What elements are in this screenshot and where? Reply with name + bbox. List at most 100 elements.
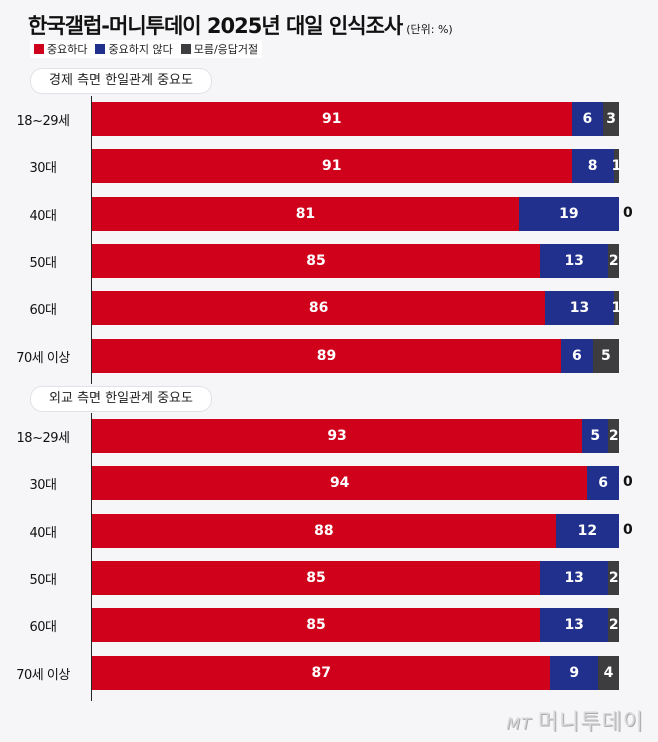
bar-segment: 2	[608, 419, 619, 453]
data-label: 85	[306, 569, 326, 586]
legend: 중요하다 중요하지 않다 모름/응답거절	[30, 40, 263, 58]
data-label: 2	[608, 252, 619, 269]
legend-label: 중요하지 않다	[108, 43, 173, 56]
category-label: 50대	[29, 572, 57, 588]
data-label: 88	[314, 522, 334, 539]
bar-segment: 1	[611, 291, 622, 326]
data-label: 5	[600, 347, 611, 364]
legend-item: 중요하다	[34, 41, 87, 57]
bar-segment: 6	[561, 338, 593, 373]
category-label: 30대	[29, 478, 57, 494]
bar-segment: 9	[550, 655, 598, 690]
data-label: 4	[603, 664, 614, 681]
bar-segment: 3	[603, 102, 619, 136]
data-label: 2	[608, 569, 619, 586]
bar-segment: 86	[92, 291, 546, 326]
bar-segment: 88	[92, 513, 556, 548]
bar-segment: 13	[539, 560, 609, 595]
category-label: 70세 이상	[16, 667, 70, 683]
category-label: 60대	[29, 303, 57, 319]
legend-label: 모름/응답거절	[193, 43, 259, 56]
bar-segment: 8	[571, 149, 614, 184]
data-label: 93	[327, 428, 347, 444]
bar-segment: 85	[92, 243, 540, 278]
legend-label: 중요하다	[47, 43, 88, 56]
bar-segment: 2	[608, 608, 619, 643]
bar-segment: 6	[571, 102, 604, 136]
axis-line	[91, 96, 92, 384]
bar-segment: 93	[92, 419, 583, 453]
bar-segment: 13	[539, 608, 609, 643]
bar-segment: 5	[592, 338, 619, 373]
bar-segment: 4	[597, 655, 619, 690]
data-label: 91	[322, 158, 342, 175]
title-text: 한국갤럽-머니투데이 2025년 대일 인식조사	[28, 14, 403, 38]
data-label: 0	[623, 204, 633, 221]
category-label: 50대	[29, 255, 57, 271]
chart-title: 한국갤럽-머니투데이 2025년 대일 인식조사 (단위: %)	[28, 10, 453, 40]
category-label: 40대	[29, 208, 57, 224]
data-label: 86	[308, 300, 329, 317]
panel-title-diplomacy: 외교 측면 한일관계 중요도	[30, 386, 212, 412]
data-label: 85	[306, 252, 326, 269]
data-label: 5	[590, 428, 601, 444]
bar-segment: 2	[608, 560, 619, 595]
bar-segment: 85	[92, 560, 540, 595]
data-label: 19	[559, 205, 579, 222]
moneytoday-logo: MT 머니투데이	[506, 704, 644, 736]
legend-swatch	[34, 44, 44, 54]
data-label: 1	[611, 158, 622, 175]
category-label: 60대	[29, 620, 57, 636]
legend-item: 중요하지 않다	[95, 41, 173, 57]
data-label: 89	[316, 347, 337, 364]
data-label: 9	[569, 664, 580, 681]
data-label: 13	[564, 252, 584, 269]
data-label: 8	[587, 158, 598, 175]
bar-segment: 13	[545, 291, 614, 326]
logo-name: 머니투데이	[537, 710, 644, 735]
category-label: 70세 이상	[16, 350, 70, 366]
bar-segment: 85	[92, 608, 540, 643]
data-label: 87	[311, 664, 331, 681]
bar-segment: 19	[518, 196, 619, 231]
legend-swatch	[180, 44, 191, 54]
data-label: 6	[598, 475, 609, 492]
category-label: 18~29세	[16, 431, 70, 446]
data-label: 13	[569, 300, 590, 317]
bar-segment: 1	[611, 149, 622, 184]
unit-label: (단위: %)	[406, 23, 453, 36]
bar-segment: 91	[92, 102, 572, 136]
data-label: 13	[564, 617, 584, 634]
category-label: 18~29세	[16, 114, 70, 129]
category-label: 40대	[29, 525, 57, 541]
data-label: 2	[608, 617, 619, 634]
legend-item: 모름/응답거절	[180, 41, 259, 57]
bar-segment: 12	[555, 513, 619, 548]
data-label: 94	[329, 475, 350, 492]
data-label: 91	[322, 111, 342, 127]
category-label: 30대	[29, 161, 57, 177]
bar-segment: 2	[608, 243, 619, 278]
data-label: 85	[306, 617, 326, 634]
bar-segment: 87	[92, 655, 551, 690]
data-label: 0	[623, 474, 633, 491]
bar-segment: 81	[92, 196, 519, 231]
data-label: 6	[582, 111, 593, 127]
data-label: 81	[295, 205, 316, 222]
bar-segment: 89	[92, 338, 562, 373]
data-label: 0	[623, 521, 633, 538]
bar-segment: 6	[587, 466, 619, 501]
bar-segment: 13	[539, 243, 609, 278]
bar-segment: 94	[92, 466, 588, 501]
data-label: 1	[611, 300, 622, 317]
data-label: 2	[608, 428, 619, 444]
logo-mt: MT	[506, 714, 532, 733]
data-label: 6	[571, 347, 582, 364]
data-label: 13	[564, 569, 584, 586]
data-label: 3	[606, 111, 616, 127]
bar-segment: 91	[92, 149, 572, 184]
panel-title-economy: 경제 측면 한일관계 중요도	[30, 68, 212, 94]
data-label: 12	[577, 522, 598, 539]
legend-swatch	[95, 44, 106, 54]
